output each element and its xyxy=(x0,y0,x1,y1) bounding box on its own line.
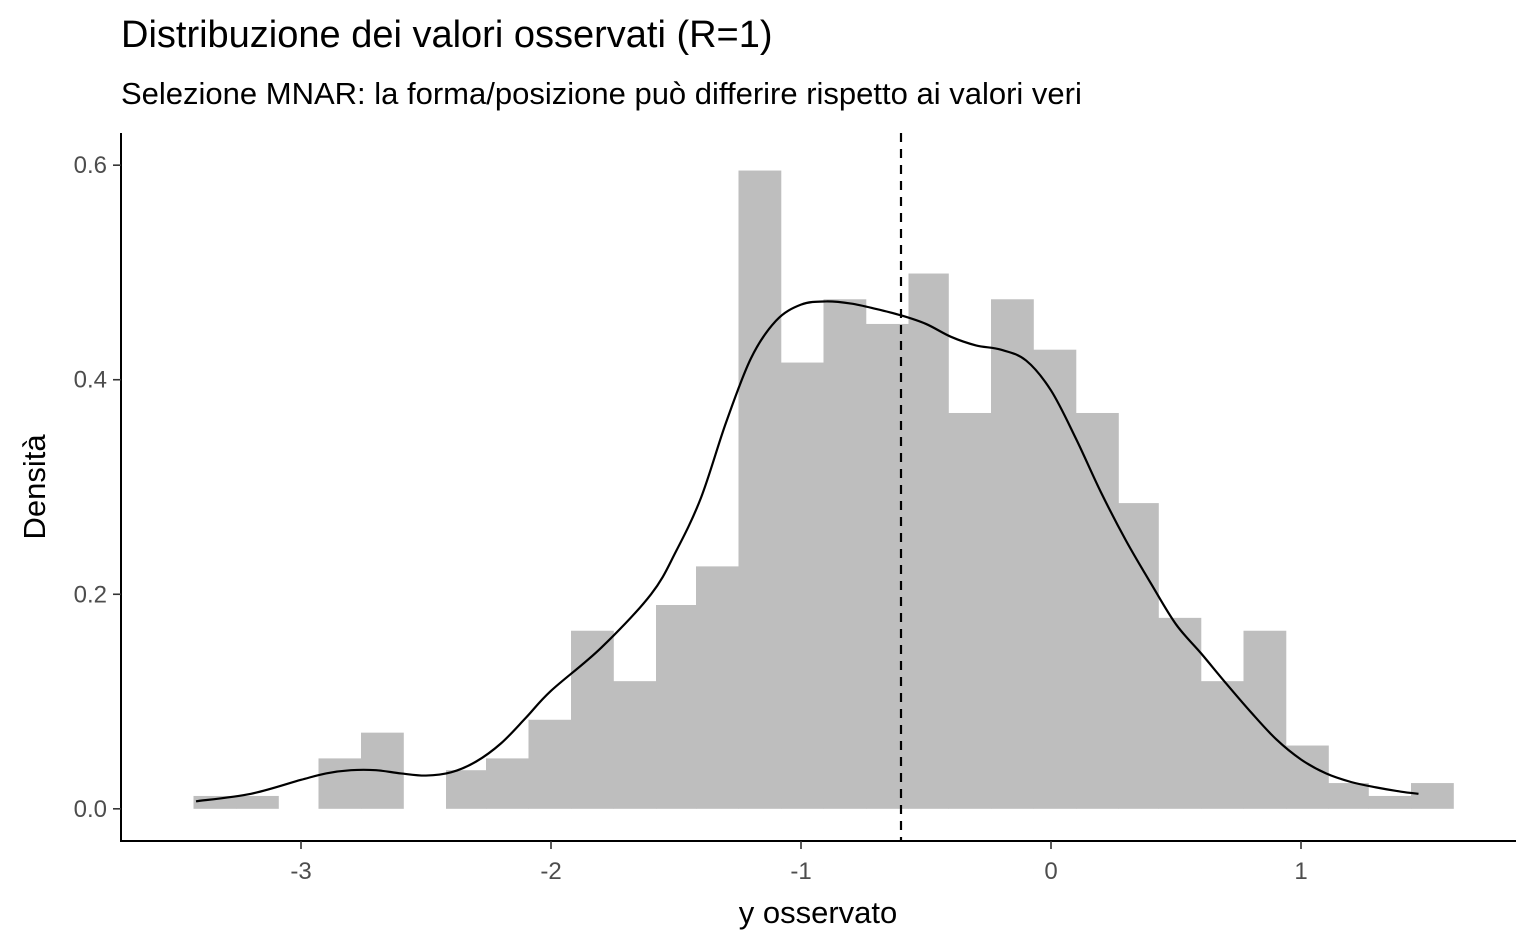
y-tick-label: 0.6 xyxy=(74,152,107,179)
histogram-bar xyxy=(948,412,992,809)
histogram-bar xyxy=(991,299,1034,809)
x-axis-title: y osservato xyxy=(739,895,898,930)
histogram-bar xyxy=(486,758,529,809)
x-tick-label: 0 xyxy=(1044,858,1057,885)
histogram-bar xyxy=(1201,681,1244,809)
histogram-bar xyxy=(318,758,362,809)
x-tick-label: 1 xyxy=(1294,858,1307,885)
bars-layer xyxy=(193,170,1454,809)
histogram-bar xyxy=(1328,783,1369,809)
y-axis-title: Densità xyxy=(17,434,52,540)
x-tick-label: -1 xyxy=(790,858,811,885)
histogram-bar xyxy=(1243,630,1287,809)
y-tick-label: 0.2 xyxy=(74,581,107,608)
histogram-bar xyxy=(656,605,697,809)
density-curve xyxy=(195,300,1419,803)
histogram-bar xyxy=(908,273,949,809)
x-tick-label: -2 xyxy=(540,858,561,885)
histogram-bar xyxy=(1286,745,1329,809)
histogram-bar xyxy=(571,630,614,809)
histogram-bar xyxy=(781,362,824,809)
x-tick-label: -3 xyxy=(290,858,311,885)
histogram-bar xyxy=(1033,349,1077,809)
histogram-bar xyxy=(696,566,739,809)
histogram-bar xyxy=(1118,503,1159,809)
histogram-bar xyxy=(1368,795,1412,809)
histogram-bar xyxy=(528,719,572,809)
histogram-bar xyxy=(193,795,237,809)
chart-title: Distribuzione dei valori osservati (R=1) xyxy=(121,14,773,56)
chart-subtitle: Selezione MNAR: la forma/posizione può d… xyxy=(121,76,1082,111)
histogram-bar xyxy=(823,299,867,809)
curve-layer xyxy=(195,133,1419,841)
y-tick-label: 0.4 xyxy=(74,367,107,394)
histogram-bar xyxy=(446,770,487,809)
histogram-bar xyxy=(613,681,657,809)
y-tick-label: 0.0 xyxy=(74,796,107,823)
histogram-bar xyxy=(738,170,782,809)
histogram-bar xyxy=(236,795,279,809)
histogram-bar xyxy=(866,323,909,809)
histogram-bar xyxy=(1076,412,1119,809)
histogram-bar xyxy=(1411,783,1454,809)
axes-layer: -3 -2 -1 0 1 0.0 0.2 0.4 0.6 xyxy=(74,133,1516,885)
histogram-bar xyxy=(1158,617,1202,809)
